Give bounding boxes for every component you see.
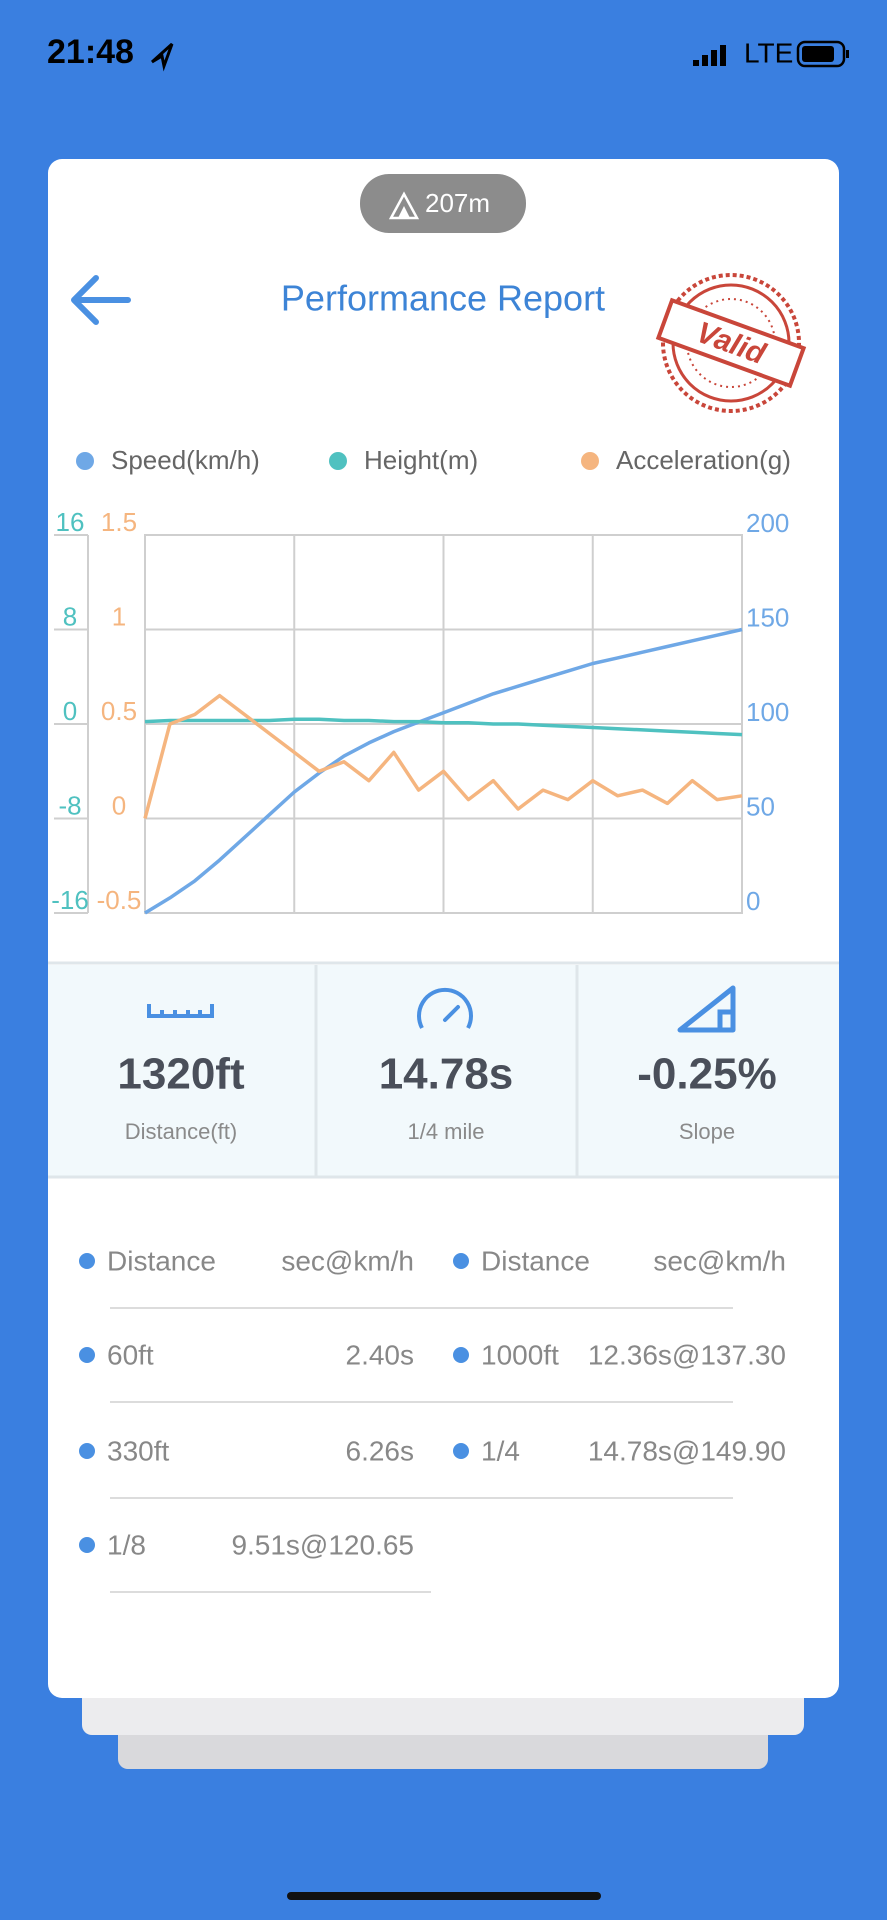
legend-marker bbox=[581, 452, 599, 470]
battery-level bbox=[802, 46, 834, 62]
split-name: Distance bbox=[481, 1245, 590, 1276]
y2-tick-label: 0 bbox=[112, 790, 126, 820]
status-time: 21:48 bbox=[47, 33, 134, 71]
y-tick-label: 0 bbox=[63, 696, 77, 726]
slope-icon bbox=[677, 985, 736, 1033]
legend-marker bbox=[329, 452, 347, 470]
bullet bbox=[79, 1253, 95, 1269]
split-name: 60ft bbox=[107, 1339, 154, 1370]
series-line bbox=[144, 627, 743, 915]
y2-tick-label: 0.5 bbox=[101, 696, 137, 726]
split-time: 9.51s@120.65 bbox=[231, 1529, 414, 1560]
split-name: 1/8 bbox=[107, 1529, 146, 1560]
y2-tick-label: 1 bbox=[112, 601, 126, 631]
stat-label: Distance(ft) bbox=[125, 1119, 237, 1144]
location-icon bbox=[150, 42, 174, 72]
stat-value: 14.78s bbox=[379, 1050, 514, 1099]
altitude-value: 207m bbox=[425, 188, 490, 218]
y-tick-label: 8 bbox=[63, 601, 77, 631]
series-line bbox=[143, 693, 743, 819]
y3-tick-label: 200 bbox=[746, 508, 789, 538]
split-time: sec@km/h bbox=[653, 1245, 786, 1276]
bullet bbox=[453, 1347, 469, 1363]
home-indicator bbox=[287, 1892, 601, 1900]
chart: Speed(km/h) Height(m) Acceleration(g)05010… bbox=[51, 445, 791, 916]
bullet bbox=[453, 1443, 469, 1459]
bullet bbox=[79, 1537, 95, 1553]
ruler-icon bbox=[147, 1004, 214, 1018]
y3-tick-label: 150 bbox=[746, 602, 789, 632]
stat-label: Slope bbox=[679, 1119, 735, 1144]
bullet bbox=[453, 1253, 469, 1269]
stats-panel bbox=[48, 965, 839, 1176]
y2-tick-label: -0.5 bbox=[97, 885, 142, 915]
split-name: 1/4 bbox=[481, 1435, 520, 1466]
y-tick-label: -16 bbox=[51, 885, 89, 915]
split-time: 2.40s bbox=[346, 1339, 415, 1370]
page-title: Performance Report bbox=[281, 278, 605, 319]
back-button[interactable] bbox=[71, 275, 131, 325]
split-time: 12.36s@137.30 bbox=[588, 1339, 786, 1370]
stat-value: 1320ft bbox=[117, 1050, 245, 1099]
y3-tick-label: 0 bbox=[746, 886, 760, 916]
mountain-icon bbox=[398, 206, 410, 218]
legend-label: Acceleration(g) bbox=[616, 445, 791, 475]
stat-label: 1/4 mile bbox=[407, 1119, 484, 1144]
bullet bbox=[79, 1443, 95, 1459]
report-card bbox=[48, 159, 839, 1698]
battery-icon bbox=[796, 40, 846, 68]
y2-tick-label: 1.5 bbox=[101, 507, 137, 537]
split-name: 330ft bbox=[107, 1435, 169, 1466]
split-name: Distance bbox=[107, 1245, 216, 1276]
y-tick-label: -8 bbox=[58, 790, 81, 820]
stat-value: -0.25% bbox=[637, 1050, 776, 1099]
legend-label: Speed(km/h) bbox=[111, 445, 260, 475]
battery-tip bbox=[846, 50, 849, 58]
split-name: 1000ft bbox=[481, 1339, 559, 1370]
y3-tick-label: 50 bbox=[746, 791, 775, 821]
gauge-icon bbox=[417, 987, 473, 1029]
bullet bbox=[79, 1347, 95, 1363]
series-line bbox=[144, 717, 743, 737]
split-time: 6.26s bbox=[346, 1435, 415, 1466]
legend-marker bbox=[76, 452, 94, 470]
network-label: LTE bbox=[744, 37, 793, 68]
y3-tick-label: 100 bbox=[746, 697, 789, 727]
legend-label: Height(m) bbox=[364, 445, 478, 475]
signal-icon bbox=[693, 45, 726, 66]
y-tick-label: 16 bbox=[56, 507, 85, 537]
split-time: sec@km/h bbox=[281, 1245, 414, 1276]
split-time: 14.78s@149.90 bbox=[588, 1435, 786, 1466]
